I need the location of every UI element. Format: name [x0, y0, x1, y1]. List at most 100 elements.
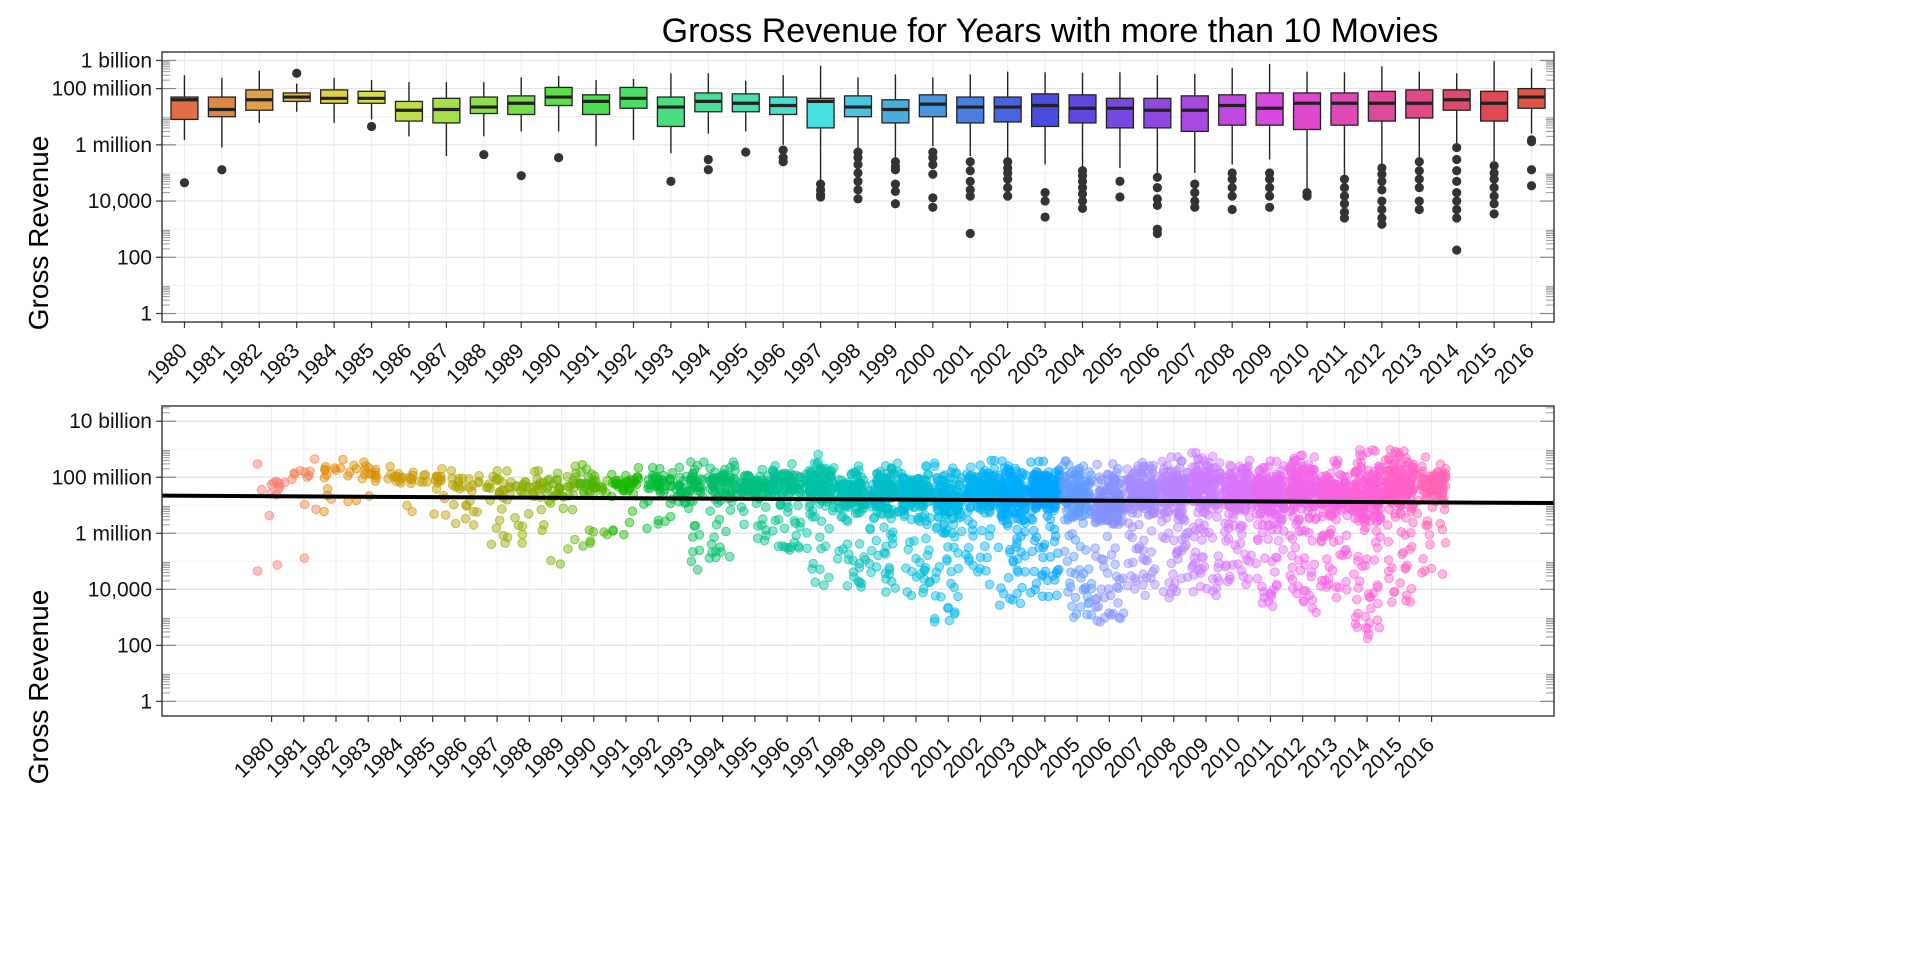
box-outlier	[1152, 172, 1162, 182]
scatter-point	[802, 543, 812, 554]
scatter-point	[986, 524, 996, 534]
scatter-point	[1369, 466, 1379, 477]
scatter-point	[1064, 578, 1075, 588]
scatter-point	[783, 507, 793, 517]
scatter-point	[850, 508, 861, 519]
scatter-point	[943, 506, 953, 517]
box-outlier	[928, 193, 938, 203]
scatter-point	[1437, 524, 1448, 535]
scatter-point	[1174, 510, 1184, 521]
scatter-point	[1384, 573, 1394, 584]
scatter-point	[939, 520, 949, 530]
scatter-point	[1360, 560, 1370, 571]
scatter-point	[1027, 476, 1038, 486]
scatter-point	[687, 472, 698, 483]
scatter-point	[1307, 603, 1318, 613]
box-outlier	[1115, 176, 1125, 187]
box-outlier	[1339, 183, 1350, 193]
scatter-point	[1301, 490, 1311, 501]
scatter-point	[737, 486, 748, 497]
scatter-point	[890, 583, 901, 593]
scatter-point	[685, 485, 696, 496]
box-outlier	[853, 153, 863, 163]
scatter-point	[510, 512, 520, 523]
box-outlier	[853, 159, 863, 170]
scatter-point	[1265, 588, 1275, 599]
scatter-point	[1080, 582, 1091, 593]
scatter-point	[624, 517, 635, 528]
scatter-point	[816, 516, 827, 527]
scatter-point	[1394, 478, 1405, 488]
scatter-point	[713, 472, 723, 483]
scatter-point	[653, 515, 664, 526]
scatter-point	[1228, 560, 1238, 570]
scatter-point	[744, 479, 755, 489]
scatter-point	[1290, 542, 1301, 553]
box-2015	[1480, 90, 1509, 122]
scatter-point	[1337, 483, 1347, 493]
box-outlier	[1414, 157, 1424, 167]
box-outlier	[1489, 191, 1499, 201]
scatter-point	[406, 475, 416, 485]
box-outlier	[853, 168, 863, 178]
box-outlier	[292, 68, 302, 78]
bottom-scatter-panel: 1 100 10,000 1 million 100 million 10 billion…	[52, 405, 1555, 783]
box-outlier	[366, 121, 377, 132]
scatter-point	[1422, 516, 1433, 526]
scatter-point	[848, 481, 859, 491]
scatter-point	[1008, 514, 1019, 524]
scatter-point	[407, 506, 417, 517]
scatter-point	[1272, 581, 1282, 591]
scatter-point	[1437, 474, 1447, 484]
scatter-point	[711, 519, 722, 530]
scatter-point	[773, 514, 784, 525]
scatter-point	[1090, 503, 1100, 513]
scatter-point	[1309, 559, 1320, 570]
scatter-point	[820, 541, 831, 552]
scatter-point	[1373, 582, 1383, 593]
scatter-point	[806, 467, 817, 477]
scatter-point	[633, 462, 644, 473]
box-outlier	[1040, 196, 1050, 206]
scatter-point	[1104, 511, 1114, 522]
scatter-point	[949, 582, 960, 593]
scatter-point	[517, 529, 528, 540]
box-outlier	[1414, 166, 1424, 176]
scatter-point	[437, 464, 447, 474]
scatter-point	[859, 552, 869, 562]
scatter-point	[1070, 592, 1081, 603]
scatter-point	[1031, 578, 1042, 589]
scatter-point	[588, 527, 599, 537]
scatter-point	[1113, 583, 1124, 594]
scatter-point	[832, 554, 843, 564]
scatter-point	[1298, 595, 1308, 606]
scatter-point	[338, 454, 348, 465]
scatter-point	[1070, 568, 1081, 579]
scatter-point	[1221, 536, 1231, 546]
scatter-point	[1301, 586, 1311, 596]
scatter-point	[824, 523, 835, 534]
scatter-point	[968, 531, 978, 541]
scatter-point	[1140, 590, 1150, 601]
scatter-point	[1356, 462, 1366, 472]
scatter-point	[942, 554, 952, 564]
box-outlier	[890, 179, 901, 189]
box-outlier	[928, 159, 938, 170]
scatter-point	[461, 501, 472, 511]
scatter-point	[1016, 531, 1026, 542]
scatter-point	[883, 468, 894, 478]
scatter-point	[1137, 471, 1148, 482]
scatter-point	[1407, 541, 1417, 552]
scatter-point	[1348, 479, 1359, 490]
scatter-point	[491, 523, 502, 533]
scatter-point	[1078, 568, 1089, 579]
scatter-point	[1370, 537, 1381, 548]
box-outlier	[1452, 166, 1462, 176]
scatter-point	[780, 468, 790, 479]
scatter-point	[597, 486, 607, 496]
scatter-point	[1164, 578, 1174, 588]
scatter-point	[1363, 589, 1374, 599]
scatter-point	[1339, 546, 1350, 556]
top-y-tick-label: 1 billion	[81, 49, 152, 72]
